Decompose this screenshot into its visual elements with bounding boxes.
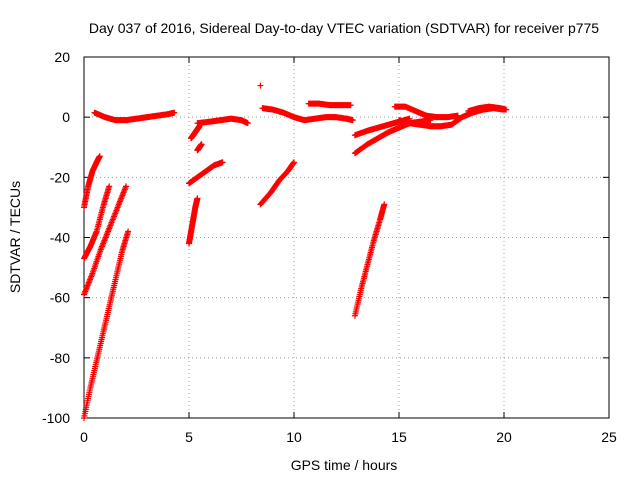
data-point bbox=[349, 117, 356, 124]
y-tick-label: -40 bbox=[50, 230, 70, 246]
data-points bbox=[81, 82, 510, 421]
series-arc-k bbox=[257, 82, 264, 89]
data-point bbox=[106, 183, 113, 190]
series-arc-a bbox=[81, 153, 103, 211]
series-arc-j bbox=[194, 115, 251, 127]
y-tick-label: 20 bbox=[54, 49, 70, 65]
data-point bbox=[198, 141, 205, 148]
series-arc-n bbox=[305, 100, 354, 109]
series-arc-e bbox=[91, 109, 178, 124]
series-arc-g bbox=[194, 141, 205, 154]
series-arc-c bbox=[81, 183, 129, 298]
series-arc-o bbox=[351, 201, 388, 319]
x-tick-label: 20 bbox=[496, 429, 512, 445]
y-axis-label: SDTVAR / TECUs bbox=[7, 181, 23, 293]
y-tick-label: -80 bbox=[50, 350, 70, 366]
data-point bbox=[219, 159, 226, 166]
axis-ticks bbox=[83, 56, 610, 419]
data-point bbox=[194, 195, 201, 202]
data-point bbox=[123, 183, 129, 190]
data-point bbox=[381, 201, 388, 208]
series-arc-h bbox=[186, 159, 226, 187]
data-point bbox=[96, 153, 103, 160]
data-point bbox=[125, 228, 132, 235]
x-tick-label: 0 bbox=[80, 429, 88, 445]
x-tick-label: 5 bbox=[185, 429, 193, 445]
data-point bbox=[503, 106, 510, 113]
data-point bbox=[291, 159, 297, 166]
data-point bbox=[257, 82, 264, 89]
y-tick-label: -100 bbox=[42, 410, 70, 426]
x-tick-label: 10 bbox=[286, 429, 302, 445]
gridlines bbox=[84, 57, 609, 418]
y-tick-label: -60 bbox=[50, 290, 70, 306]
data-point bbox=[244, 120, 251, 127]
y-tick-label: 0 bbox=[62, 109, 70, 125]
data-point bbox=[347, 102, 354, 109]
series-arc-t bbox=[465, 103, 510, 115]
x-tick-label: 15 bbox=[391, 429, 407, 445]
y-tick-label: -20 bbox=[50, 169, 70, 185]
plot-frame bbox=[83, 56, 610, 419]
series-arc-f bbox=[188, 123, 203, 142]
series-arc-l bbox=[257, 159, 297, 208]
series-arc-m bbox=[259, 105, 356, 124]
series-arc-b bbox=[81, 183, 113, 262]
series-arc-r bbox=[391, 103, 461, 121]
chart-title: Day 037 of 2016, Sidereal Day-to-day VTE… bbox=[89, 20, 599, 36]
x-tick-label: 25 bbox=[601, 429, 617, 445]
tick-labels: 0 5 10 15 20 25 -100 -80 -60 -40 -20 0 20 bbox=[42, 49, 617, 445]
series-arc-i bbox=[186, 195, 201, 247]
data-point bbox=[171, 109, 178, 116]
series-arc-d bbox=[81, 228, 132, 421]
x-axis-label: GPS time / hours bbox=[291, 457, 398, 473]
